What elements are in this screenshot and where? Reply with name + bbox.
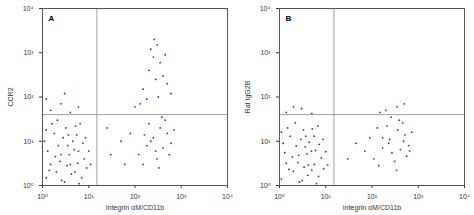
svg-text:10¹: 10¹ [321, 193, 332, 200]
svg-text:10³: 10³ [260, 49, 271, 56]
svg-text:Integrin αM/CD11b: Integrin αM/CD11b [343, 204, 401, 212]
svg-text:10⁰: 10⁰ [23, 182, 34, 189]
svg-text:10²: 10² [260, 93, 271, 100]
svg-text:CCR2: CCR2 [7, 87, 14, 106]
svg-text:10⁴: 10⁴ [260, 5, 271, 12]
svg-text:10¹: 10¹ [260, 137, 271, 144]
svg-text:10²: 10² [23, 93, 34, 100]
svg-text:10³: 10³ [23, 49, 34, 56]
svg-text:Rat IgG2B: Rat IgG2B [244, 80, 252, 113]
svg-text:10⁰: 10⁰ [37, 193, 48, 200]
svg-text:A: A [49, 14, 55, 23]
svg-text:10²: 10² [367, 193, 378, 200]
svg-text:B: B [286, 14, 292, 23]
svg-text:10³: 10³ [413, 193, 424, 200]
svg-text:10⁴: 10⁴ [222, 193, 233, 200]
svg-text:10¹: 10¹ [84, 193, 95, 200]
svg-text:10⁰: 10⁰ [260, 182, 271, 189]
svg-text:10¹: 10¹ [23, 137, 34, 144]
svg-text:10⁴: 10⁴ [23, 5, 34, 12]
svg-text:10⁰: 10⁰ [274, 193, 285, 200]
svg-text:10³: 10³ [176, 193, 187, 200]
svg-text:10²: 10² [130, 193, 141, 200]
svg-text:10⁴: 10⁴ [459, 193, 470, 200]
svg-text:Integrin αM/CD11b: Integrin αM/CD11b [106, 204, 164, 212]
